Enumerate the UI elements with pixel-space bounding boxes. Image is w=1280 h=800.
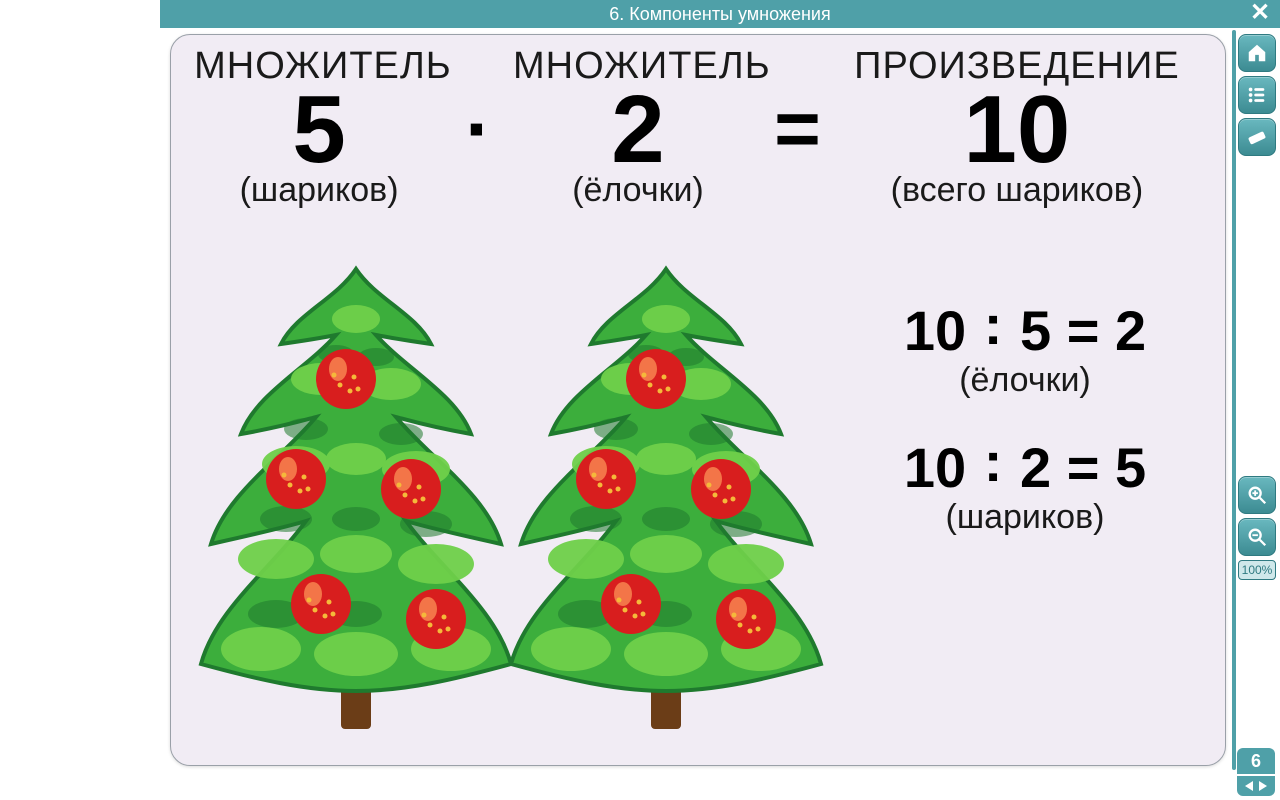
div-mid: 2 [1020, 436, 1051, 499]
eraser-icon [1246, 126, 1268, 148]
page-number: 6 [1237, 748, 1275, 774]
div-left: 10 [904, 299, 966, 362]
div-eq: = [1067, 299, 1100, 362]
operator-multiply: · [449, 45, 509, 169]
division-expr: 10 : 2 = 5 [855, 440, 1195, 496]
page-nav[interactable] [1237, 776, 1275, 796]
div-eq: = [1067, 436, 1100, 499]
home-button[interactable] [1238, 34, 1276, 72]
home-icon [1246, 42, 1268, 64]
close-icon[interactable]: ✕ [1246, 0, 1274, 28]
zoom-out-button[interactable] [1238, 518, 1276, 556]
div-mid: 5 [1020, 299, 1051, 362]
division-expr: 10 : 5 = 2 [855, 303, 1195, 359]
term-number: 2 [513, 84, 763, 175]
title-text: 6. Компоненты умножения [609, 4, 830, 24]
multiply-symbol: · [449, 89, 509, 169]
term-unit: (ёлочки) [513, 171, 763, 210]
zoom-out-icon [1246, 526, 1268, 548]
div-right: 5 [1115, 436, 1146, 499]
trees-area [181, 259, 881, 759]
div-colon: : [982, 434, 1005, 490]
operator-equals: = [767, 45, 827, 169]
equals-symbol: = [767, 89, 827, 169]
title-bar: 6. Компоненты умножения ✕ [160, 0, 1280, 28]
app-root: 6. Компоненты умножения ✕ МНОЖИТЕЛЬ 5 (ш… [0, 0, 1280, 800]
zoom-group: 100% [1232, 476, 1278, 580]
term-multiplier: МНОЖИТЕЛЬ 2 (ёлочки) [513, 45, 763, 210]
sidebar-divider [1232, 30, 1236, 770]
div-right: 2 [1115, 299, 1146, 362]
page-nav-arrows-icon [1241, 779, 1271, 793]
division-equations: 10 : 5 = 2 (ёлочки) 10 : 2 = [855, 303, 1195, 577]
lesson-card: МНОЖИТЕЛЬ 5 (шариков) · МНОЖИТЕЛЬ 2 (ёло… [170, 34, 1226, 766]
christmas-tree [491, 259, 841, 739]
christmas-tree [181, 259, 531, 739]
term-unit: (шариков) [194, 171, 444, 210]
term-multiplicand: МНОЖИТЕЛЬ 5 (шариков) [194, 45, 444, 210]
zoom-in-button[interactable] [1238, 476, 1276, 514]
division-line: 10 : 2 = 5 (шариков) [855, 440, 1195, 537]
term-number: 5 [194, 84, 444, 175]
div-left: 10 [904, 436, 966, 499]
division-unit: (ёлочки) [855, 361, 1195, 400]
list-icon [1246, 84, 1268, 106]
division-unit: (шариков) [855, 498, 1195, 537]
list-button[interactable] [1238, 76, 1276, 114]
term-product: ПРОИЗВЕДЕНИЕ 10 (всего шариков) [832, 45, 1202, 210]
div-colon: : [982, 297, 1005, 353]
zoom-level-label[interactable]: 100% [1238, 560, 1276, 580]
page-indicator: 6 [1234, 748, 1278, 796]
division-line: 10 : 5 = 2 (ёлочки) [855, 303, 1195, 400]
eraser-button[interactable] [1238, 118, 1276, 156]
right-sidebar: 100% [1232, 30, 1278, 580]
equation-row: МНОЖИТЕЛЬ 5 (шариков) · МНОЖИТЕЛЬ 2 (ёло… [171, 45, 1225, 210]
term-number: 10 [832, 84, 1202, 175]
term-unit: (всего шариков) [832, 171, 1202, 210]
zoom-in-icon [1246, 484, 1268, 506]
